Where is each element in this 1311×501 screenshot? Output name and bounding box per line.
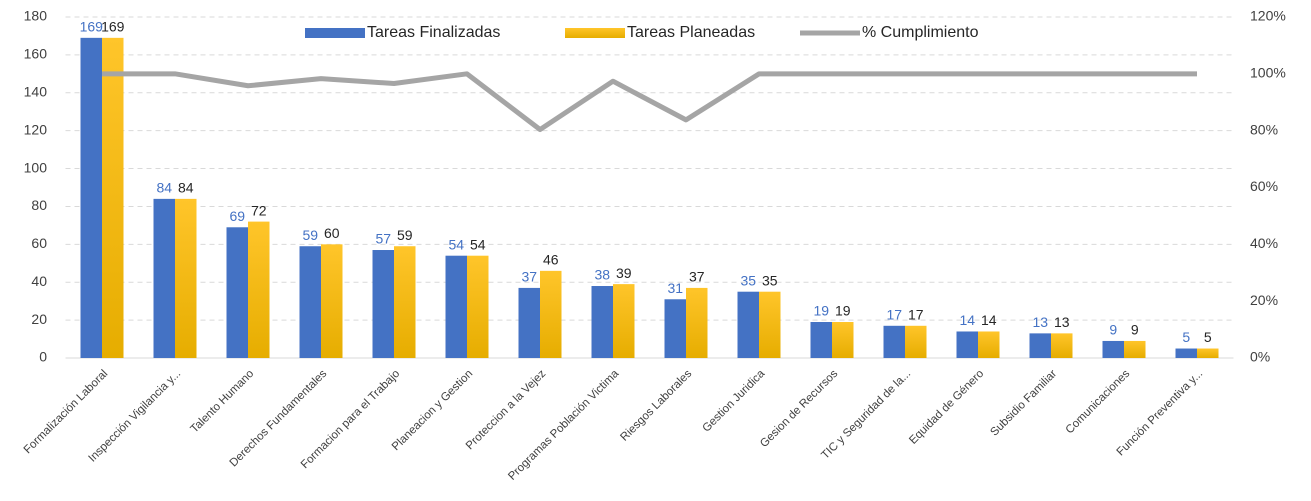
legend-label: Tareas Planeadas: [627, 24, 755, 41]
y2-tick-label: 100%: [1250, 65, 1286, 81]
y-tick-label: 160: [24, 46, 48, 62]
x-tick-label: Riesgos Laborales: [618, 368, 694, 444]
x-tick-label: Gestion Juridica: [700, 367, 767, 434]
bar: [1102, 340, 1124, 358]
y-tick-label: 140: [24, 83, 48, 99]
data-label: 39: [616, 265, 632, 281]
data-label: 84: [156, 180, 172, 196]
bar: [956, 331, 978, 358]
bar: [372, 250, 394, 358]
y2-tick-label: 20%: [1250, 292, 1278, 308]
data-label: 84: [178, 180, 194, 196]
y-tick-label: 60: [31, 235, 47, 251]
line-series: [102, 71, 1197, 133]
bar: [591, 286, 613, 358]
data-label: 13: [1054, 314, 1070, 330]
bar: [394, 246, 416, 358]
bar: [102, 37, 124, 358]
bar: [883, 325, 905, 358]
y-tick-label: 180: [24, 8, 48, 24]
legend-swatch: [305, 28, 365, 38]
data-label: 37: [521, 269, 537, 285]
data-label: 31: [667, 280, 683, 296]
data-label: 54: [470, 236, 486, 252]
bar: [321, 244, 343, 358]
data-label: 38: [594, 267, 610, 283]
data-label: 35: [740, 272, 756, 288]
bar: [905, 325, 927, 358]
data-label: 60: [324, 225, 340, 241]
bar: [1051, 333, 1073, 358]
data-label: 9: [1131, 322, 1139, 338]
legend-label: Tareas Finalizadas: [367, 24, 500, 41]
data-label: 17: [908, 306, 924, 322]
bar: [1124, 340, 1146, 358]
bar: [737, 291, 759, 358]
data-label: 17: [886, 306, 902, 322]
x-tick-label: Planeacion y Gestion: [390, 368, 475, 453]
y2-tick-label: 120%: [1250, 8, 1286, 24]
data-label: 69: [229, 208, 245, 224]
bar: [248, 221, 270, 358]
y2-tick-label: 80%: [1250, 121, 1278, 137]
bar: [80, 37, 102, 358]
data-label: 5: [1204, 329, 1212, 345]
x-tick-label: Comunicaciones: [1064, 368, 1133, 437]
bar: [540, 270, 562, 358]
x-tick-label: Equidad de Género: [907, 368, 986, 447]
data-label: 14: [981, 312, 997, 328]
data-label: 59: [397, 227, 413, 243]
bar: [686, 287, 708, 358]
data-label: 54: [448, 236, 464, 252]
bar: [1029, 333, 1051, 358]
y-tick-label: 20: [31, 311, 47, 327]
bar: [613, 284, 635, 358]
data-label: 72: [251, 202, 267, 218]
data-label: 5: [1182, 329, 1190, 345]
bar: [226, 227, 248, 358]
bar: [810, 322, 832, 358]
bar: [1175, 348, 1197, 358]
bar: [299, 246, 321, 358]
bar: [1197, 348, 1219, 358]
bar: [467, 255, 489, 358]
y-tick-label: 80: [31, 197, 47, 213]
y2-tick-label: 0%: [1250, 349, 1270, 365]
data-label: 169: [80, 19, 104, 35]
x-tick-label: Formalización Laboral: [22, 368, 110, 456]
bar: [832, 322, 854, 358]
bar: [175, 198, 197, 358]
data-label: 59: [302, 227, 318, 243]
y-tick-label: 120: [24, 121, 48, 137]
bar: [153, 198, 175, 358]
data-label: 57: [375, 231, 391, 247]
data-label: 14: [959, 312, 975, 328]
y-tick-label: 0: [39, 349, 47, 365]
bar: [445, 255, 467, 358]
x-tick-label: Subsidio Familiar: [988, 368, 1059, 439]
legend-label: % Cumplimiento: [862, 24, 979, 41]
y-tick-label: 100: [24, 159, 48, 175]
data-label: 19: [813, 303, 829, 319]
data-label: 169: [101, 19, 125, 35]
bar: [759, 291, 781, 358]
data-label: 9: [1109, 322, 1117, 338]
bar: [664, 299, 686, 358]
y-tick-label: 40: [31, 273, 47, 289]
legend-swatch: [565, 28, 625, 38]
bar: [978, 331, 1000, 358]
y2-tick-label: 60%: [1250, 178, 1278, 194]
data-label: 13: [1032, 314, 1048, 330]
y2-tick-label: 40%: [1250, 235, 1278, 251]
data-label: 46: [543, 252, 559, 268]
x-tick-label: Función Preventiva y...: [1115, 368, 1206, 459]
bar: [518, 287, 540, 358]
data-label: 35: [762, 272, 778, 288]
data-label: 19: [835, 303, 851, 319]
data-label: 37: [689, 269, 705, 285]
x-tick-label: Proteccion a la Vejez: [464, 368, 549, 453]
x-tick-label: Gesion de Recursos: [758, 368, 840, 450]
x-tick-label: Talento Humano: [189, 368, 257, 436]
